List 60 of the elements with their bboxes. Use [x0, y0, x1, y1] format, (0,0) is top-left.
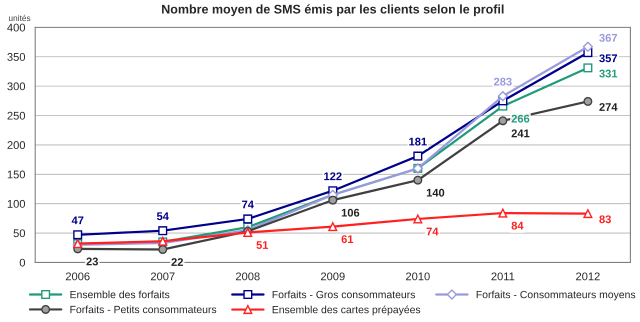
point: [582, 42, 593, 52]
y-tick-label: 50: [14, 229, 26, 238]
x-tick-label: 2010: [406, 272, 430, 280]
data-label: 74: [426, 228, 438, 236]
point: [328, 196, 338, 205]
data-label: 84: [512, 222, 524, 230]
data-label: 266: [512, 114, 530, 123]
data-label: 122: [324, 172, 342, 180]
point: [413, 176, 422, 185]
legend-label: Forfaits - Consommateurs moyens: [476, 290, 636, 300]
chart-title: Nombre moyen de SMS émis par les clients selon le profil: [162, 4, 504, 16]
x-tick-label: 2011: [491, 272, 514, 280]
x-tick-label: 2008: [236, 272, 260, 280]
point: [243, 214, 252, 224]
data-label: 22: [171, 258, 183, 266]
data-label: 357: [599, 54, 618, 62]
point: [158, 226, 168, 236]
x-tick-label: 2007: [150, 272, 175, 280]
legend-label: Forfaits - Gros consommateurs: [272, 290, 416, 298]
data-label: 106: [342, 208, 360, 217]
data-label: 74: [242, 200, 254, 208]
y-axis-title: unités: [8, 14, 30, 22]
point: [583, 96, 592, 106]
point: [413, 214, 422, 224]
point: [73, 230, 82, 240]
data-label: 283: [494, 78, 512, 86]
data-label: 241: [512, 129, 530, 138]
point: [158, 244, 168, 254]
data-label: 274: [599, 103, 618, 111]
point: [498, 208, 508, 218]
data-label: 51: [256, 241, 268, 249]
data-label: 367: [599, 34, 618, 42]
point: [498, 116, 508, 126]
data-label: 83: [599, 215, 611, 224]
data-label: 140: [426, 188, 444, 197]
y-tick-label: 350: [7, 53, 26, 61]
y-tick-label: 100: [8, 200, 26, 208]
point: [498, 91, 508, 102]
x-tick-label: 2009: [321, 272, 345, 280]
y-tick-label: 0: [20, 258, 26, 267]
legend-label: Forfaits - Petits consommateurs: [70, 306, 216, 314]
point: [328, 222, 338, 232]
data-label: 331: [599, 70, 618, 78]
data-label: 47: [72, 216, 84, 224]
point: [583, 63, 592, 72]
legend-label: Ensemble des cartes prépayées: [272, 306, 420, 316]
y-tick-label: 150: [8, 170, 26, 178]
legend-label: Ensemble des forfaits: [70, 290, 170, 298]
data-label: 54: [156, 212, 169, 220]
y-tick-label: 300: [7, 82, 26, 90]
data-label: 181: [409, 138, 427, 146]
y-tick-label: 400: [7, 24, 26, 32]
x-tick-label: 2012: [576, 272, 600, 280]
point: [413, 152, 422, 161]
data-label: 61: [342, 235, 354, 244]
y-tick-label: 250: [8, 112, 26, 120]
point: [583, 209, 592, 218]
data-label: 23: [86, 258, 98, 266]
y-tick-label: 200: [8, 141, 26, 150]
x-tick-label: 2006: [66, 272, 90, 280]
